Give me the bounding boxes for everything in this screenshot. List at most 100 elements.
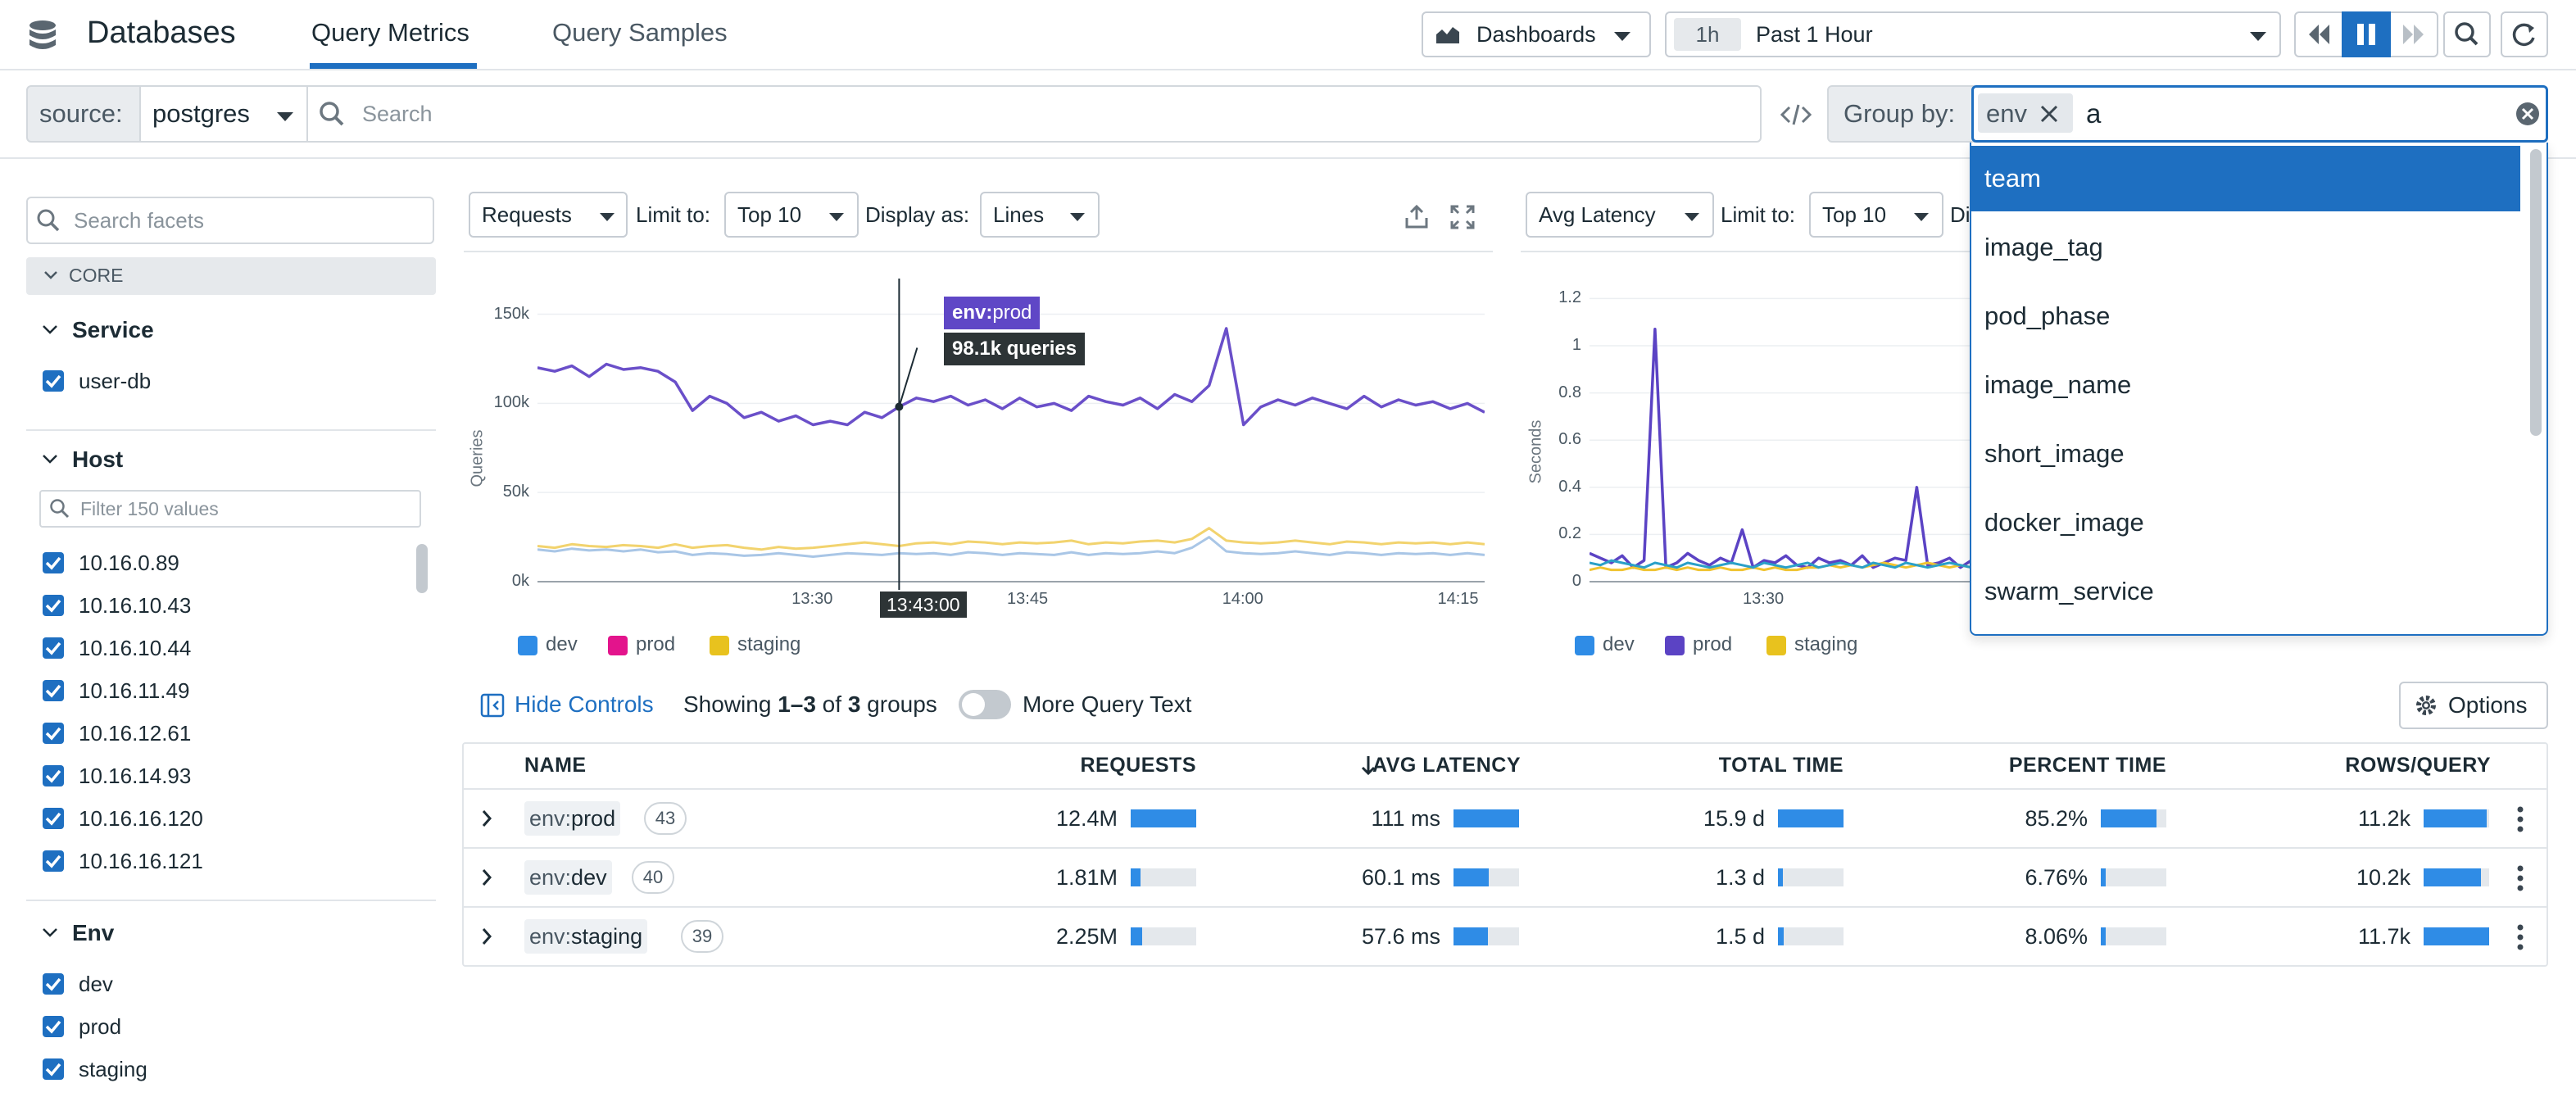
host-filter-input[interactable]: Filter 150 values — [39, 490, 421, 528]
kebab-menu-icon[interactable] — [2515, 863, 2525, 893]
cell-rows: 10.2k — [2356, 865, 2410, 890]
fast-forward-button[interactable] — [2391, 13, 2437, 56]
cell-latency: 57.6 ms — [1361, 924, 1440, 949]
col-percent-time[interactable]: PERCENT TIME — [2008, 754, 2166, 777]
showing-prefix: Showing — [683, 691, 778, 717]
host-checkbox[interactable] — [43, 637, 64, 659]
metric-select[interactable] — [1526, 192, 1714, 238]
col-rows-per-query[interactable]: ROWS/QUERY — [2345, 754, 2491, 777]
env-checkbox[interactable] — [43, 1058, 64, 1080]
dropdown-option-docker-image[interactable]: docker_image — [1984, 508, 2144, 537]
dropdown-scrollbar[interactable] — [2530, 149, 2542, 436]
close-icon[interactable] — [2037, 102, 2061, 126]
host-checkbox[interactable] — [43, 595, 64, 616]
display-label: Display as: — [865, 202, 970, 227]
legend-swatch-staging — [1766, 636, 1786, 655]
dropdown-option-image-tag[interactable]: image_tag — [1984, 233, 2103, 261]
hide-controls-icon[interactable] — [480, 693, 505, 718]
source-select[interactable] — [141, 85, 308, 143]
pause-button[interactable] — [2342, 11, 2391, 57]
rewind-button[interactable] — [2296, 13, 2342, 56]
clear-icon[interactable] — [2515, 102, 2540, 126]
zoom-button[interactable] — [2443, 11, 2491, 57]
env-checkbox[interactable] — [43, 973, 64, 995]
env-tag[interactable]: env:staging — [524, 919, 648, 954]
env-tag-key: env: — [529, 865, 572, 890]
dropdown-option-pod-phase[interactable]: pod_phase — [1984, 301, 2111, 330]
series-line-dev[interactable] — [1590, 559, 1971, 569]
host-checkbox[interactable] — [43, 765, 64, 786]
export-icon[interactable] — [1403, 203, 1431, 231]
host-list-scrollbar[interactable] — [416, 544, 428, 593]
env-tag[interactable]: env:prod — [524, 801, 621, 836]
env-tag[interactable]: env:dev — [524, 860, 612, 895]
host-checkbox[interactable] — [43, 552, 64, 573]
requests-chart[interactable] — [537, 279, 1485, 590]
series-line-prod[interactable] — [1590, 328, 1971, 569]
series-line-staging[interactable] — [1590, 561, 1971, 572]
tab-query-metrics[interactable]: Query Metrics — [311, 18, 469, 47]
bar-fill-requests — [1131, 868, 1141, 886]
series-line-staging[interactable] — [537, 527, 1485, 551]
bar-percent — [2101, 809, 2166, 827]
dropdown-option-team[interactable]: team — [1971, 146, 2520, 211]
dropdown-option-image-name[interactable]: image_name — [1984, 370, 2132, 399]
env-facet-title[interactable]: Env — [72, 920, 115, 945]
cell-latency: 111 ms — [1371, 806, 1440, 831]
host-checkbox[interactable] — [43, 808, 64, 829]
display-value: Lines — [993, 202, 1045, 227]
kebab-menu-icon[interactable] — [2515, 922, 2525, 952]
pause-icon — [2357, 24, 2375, 45]
showing-of: of — [815, 691, 848, 717]
dashboards-dropdown[interactable] — [1422, 11, 1651, 57]
source-label: source: — [26, 85, 141, 143]
time-range-picker[interactable] — [1665, 11, 2281, 57]
expand-chevron-icon[interactable] — [478, 867, 495, 888]
showing-range: 1–3 — [778, 691, 816, 717]
host-facet-title[interactable]: Host — [72, 446, 124, 472]
cell-percent: 85.2% — [2025, 806, 2088, 831]
env-checkbox[interactable] — [43, 1016, 64, 1037]
host-checkbox[interactable] — [43, 680, 64, 701]
service-item-label: user-db — [79, 369, 152, 393]
col-avg-latency[interactable]: AVG LATENCY — [1372, 754, 1521, 777]
tab-query-samples[interactable]: Query Samples — [552, 18, 728, 47]
dropdown-option-swarm-service[interactable]: swarm_service — [1984, 577, 2154, 605]
expand-chevron-icon[interactable] — [478, 926, 495, 947]
series-line-dev[interactable] — [537, 536, 1485, 558]
legend-swatch-staging — [710, 636, 729, 655]
latency-chart[interactable] — [1590, 287, 1971, 590]
search-input[interactable]: Search — [308, 85, 1762, 143]
bar-total — [1778, 868, 1844, 886]
facet-search-input[interactable]: Search facets — [26, 197, 434, 244]
cursor-point — [895, 402, 904, 411]
search-icon — [36, 208, 61, 233]
col-total-time[interactable]: TOTAL TIME — [1718, 754, 1844, 777]
source-value: postgres — [152, 99, 250, 128]
refresh-button[interactable] — [2501, 11, 2548, 57]
col-name[interactable]: NAME — [524, 754, 587, 777]
bar-fill-percent — [2101, 868, 2106, 886]
host-checkbox[interactable] — [43, 850, 64, 872]
dropdown-option-short-image[interactable]: short_image — [1984, 439, 2125, 468]
core-section-header[interactable] — [26, 257, 436, 295]
more-query-text-toggle[interactable] — [959, 690, 1011, 719]
col-requests[interactable]: REQUESTS — [1080, 754, 1196, 777]
service-facet-title[interactable]: Service — [72, 317, 154, 342]
bar-rows — [2424, 809, 2489, 827]
chevron-down-icon[interactable] — [41, 323, 59, 336]
host-checkbox[interactable] — [43, 723, 64, 744]
kebab-menu-icon[interactable] — [2515, 805, 2525, 834]
chevron-down-icon[interactable] — [41, 926, 59, 939]
env-item-label: prod — [79, 1014, 122, 1039]
chart1-ylabel: Queries — [468, 429, 487, 487]
chevron-down-icon[interactable] — [41, 452, 59, 465]
y-tick-label: 0.2 — [1558, 524, 1581, 543]
hide-controls-link[interactable]: Hide Controls — [515, 691, 654, 717]
bar-fill-rows — [2424, 809, 2487, 827]
service-checkbox[interactable] — [43, 370, 64, 392]
code-toggle-icon[interactable] — [1780, 98, 1812, 131]
fullscreen-icon[interactable] — [1449, 203, 1476, 231]
expand-chevron-icon[interactable] — [478, 808, 495, 829]
series-line-prod[interactable] — [537, 327, 1485, 427]
